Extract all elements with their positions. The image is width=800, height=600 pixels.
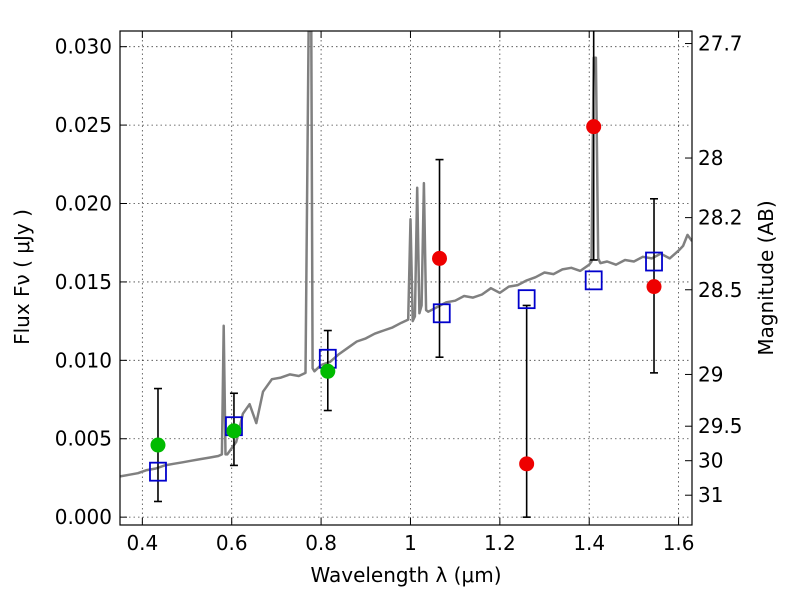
y-tick-label: 0.005 [55, 427, 112, 451]
x-tick-label: 0.6 [216, 531, 248, 555]
y2-tick-label: 29.5 [698, 414, 743, 438]
x-tick-label: 1.6 [663, 531, 695, 555]
x-tick-label: 1.4 [573, 531, 605, 555]
y2-tick-label: 28 [698, 146, 723, 170]
x-tick-label: 1 [404, 531, 417, 555]
y2-tick-label: 31 [698, 483, 723, 507]
x-tick-label: 1.2 [484, 531, 516, 555]
y2-tick-label: 29 [698, 362, 723, 386]
y-tick-label: 0.025 [55, 113, 112, 137]
y2-tick-label: 27.7 [698, 32, 743, 56]
spectrum-layer [120, 31, 692, 478]
data-point-layer [150, 119, 662, 472]
green-point-marker [150, 437, 166, 453]
spectrum-line [120, 31, 692, 478]
tick-layer: 0.4 0.6 0.8 1 1.2 1.4 1.6 0.000 0.005 0.010 0.015 0… [55, 31, 743, 555]
red-point-marker [586, 119, 602, 135]
red-point-marker [432, 250, 448, 266]
plot-frame [119, 30, 693, 526]
red-point-marker [519, 456, 535, 472]
y2-tick-label: 28.5 [698, 278, 743, 302]
y-tick-label: 0.010 [55, 348, 112, 372]
y-tick-label: 0.030 [55, 35, 112, 59]
y-tick-label: 0.000 [55, 505, 112, 529]
x-axis-label: Wavelength λ (μm) [310, 563, 501, 587]
model-box-marker [645, 251, 663, 272]
red-point-marker [646, 279, 662, 295]
model-box-marker [432, 303, 451, 324]
grid-lines [120, 31, 692, 525]
y-axis-label: Flux Fν ( μJy ) [10, 209, 34, 345]
y2-axis-label: Magnitude (AB) [754, 200, 778, 355]
x-tick-label: 0.8 [305, 531, 337, 555]
y-tick-label: 0.015 [55, 270, 112, 294]
y2-tick-label: 28.2 [698, 206, 743, 230]
model-box-marker [584, 270, 603, 291]
y2-tick-label: 30 [698, 449, 723, 473]
model-box-marker [517, 289, 536, 310]
x-tick-label: 0.4 [126, 531, 158, 555]
green-point-marker [226, 423, 242, 439]
model-box-marker [149, 461, 167, 482]
y-tick-label: 0.020 [55, 192, 112, 216]
green-point-marker [320, 363, 336, 379]
